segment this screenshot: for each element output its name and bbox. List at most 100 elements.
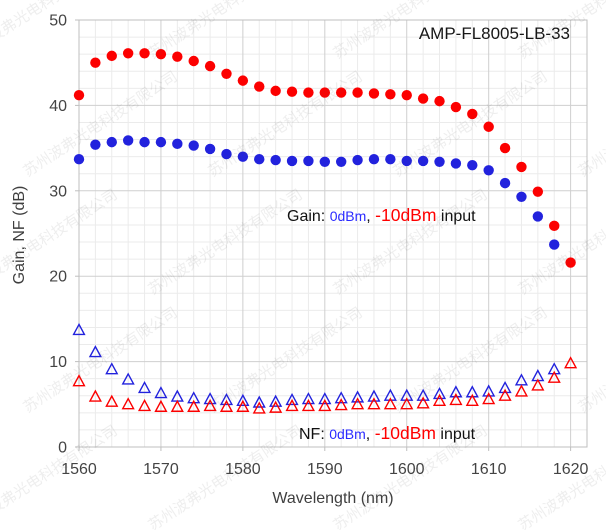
data-point xyxy=(450,101,462,113)
gain-label-part-0: Gain: xyxy=(287,208,330,225)
x-tick-label: 1560 xyxy=(61,461,97,478)
data-point xyxy=(434,95,445,107)
data-point xyxy=(499,142,511,154)
data-point xyxy=(351,390,365,403)
x-tick-label: 1610 xyxy=(471,461,507,478)
data-point xyxy=(203,398,217,412)
data-point xyxy=(237,75,249,86)
data-point xyxy=(106,50,117,62)
data-point xyxy=(335,156,347,167)
data-point xyxy=(72,374,86,387)
gain-label-part-2: , xyxy=(366,208,376,225)
data-point xyxy=(219,392,234,406)
data-point xyxy=(498,381,512,394)
data-point xyxy=(221,148,232,160)
nf-label-part-2: , xyxy=(365,426,375,443)
data-point xyxy=(188,55,199,67)
y-tick-labels: 0 10 20 30 40 50 xyxy=(49,13,67,457)
data-point xyxy=(483,165,494,176)
data-point xyxy=(532,211,544,222)
data-point xyxy=(154,386,168,399)
series-gain-10dbm-input xyxy=(73,48,576,268)
data-point xyxy=(565,257,576,268)
data-point xyxy=(367,397,381,410)
data-point xyxy=(139,48,150,59)
data-point xyxy=(236,399,250,412)
y-tick-label: 50 xyxy=(49,13,67,30)
data-point xyxy=(137,398,152,412)
data-point xyxy=(122,48,134,59)
data-point xyxy=(482,384,496,397)
data-point xyxy=(203,392,217,405)
chart-title: AMP-FL8005-LB-33 xyxy=(418,24,570,43)
data-point xyxy=(549,239,560,250)
data-point xyxy=(188,140,199,151)
data-point xyxy=(172,138,183,150)
data-point xyxy=(547,370,561,383)
data-point xyxy=(155,136,167,148)
data-point xyxy=(285,392,299,406)
data-point xyxy=(106,136,117,148)
minor-gridlines xyxy=(79,20,587,447)
plot-border xyxy=(78,19,588,448)
x-axis-title: Wavelength (nm) xyxy=(272,490,394,507)
gain-label-part-4: input xyxy=(436,208,476,225)
data-point xyxy=(416,388,430,401)
data-point xyxy=(335,87,347,98)
axis-ticks xyxy=(75,19,572,451)
data-point xyxy=(187,399,201,412)
x-tick-label: 1590 xyxy=(307,461,343,478)
data-point xyxy=(105,362,119,375)
data-point xyxy=(286,155,298,167)
data-point xyxy=(483,121,494,132)
data-point xyxy=(449,385,463,398)
data-point xyxy=(139,136,150,148)
y-tick-label: 30 xyxy=(49,183,67,200)
data-point xyxy=(204,143,216,155)
data-point xyxy=(465,393,479,406)
data-point xyxy=(121,397,135,410)
data-point xyxy=(417,93,429,104)
data-point xyxy=(351,397,365,410)
gain-label-part-1: 0dBm xyxy=(329,208,367,224)
data-point xyxy=(450,158,462,169)
data-point xyxy=(319,156,331,167)
data-point xyxy=(467,108,478,120)
y-tick-label: 0 xyxy=(58,440,67,457)
data-point xyxy=(301,398,315,412)
nf-series-annotation: NF: 0dBm, -10dBm input xyxy=(299,423,475,444)
data-point xyxy=(270,85,281,97)
data-point xyxy=(269,394,283,407)
data-point xyxy=(170,399,184,412)
x-tick-label: 1620 xyxy=(553,461,589,478)
data-point xyxy=(88,389,102,402)
data-point xyxy=(204,60,216,72)
data-point xyxy=(531,378,545,391)
data-point xyxy=(352,87,363,98)
data-point xyxy=(499,177,511,189)
data-point xyxy=(219,399,234,412)
y-tick-label: 40 xyxy=(49,98,67,115)
data-point xyxy=(252,401,266,414)
y-axis-title: Gain, NF (dB) xyxy=(11,185,28,285)
data-point xyxy=(73,154,85,165)
data-point xyxy=(432,386,447,400)
x-tick-label: 1600 xyxy=(389,461,425,478)
data-point xyxy=(516,191,527,202)
data-point xyxy=(319,87,331,98)
series-gain-0dbm-input xyxy=(73,135,560,250)
data-point xyxy=(383,397,397,410)
data-point xyxy=(72,322,86,336)
data-point xyxy=(252,395,266,408)
nf-label-part-1: 0dBm xyxy=(329,426,366,442)
data-point xyxy=(385,89,396,100)
data-point xyxy=(301,392,315,405)
series-nf-10dbm-input xyxy=(72,356,578,414)
data-point xyxy=(254,81,265,92)
data-point xyxy=(303,155,314,167)
data-point xyxy=(367,389,381,402)
data-point xyxy=(449,392,463,406)
x-tick-labels: 1560 1570 1580 1590 1600 1610 1620 xyxy=(61,461,588,478)
data-point xyxy=(155,48,167,60)
